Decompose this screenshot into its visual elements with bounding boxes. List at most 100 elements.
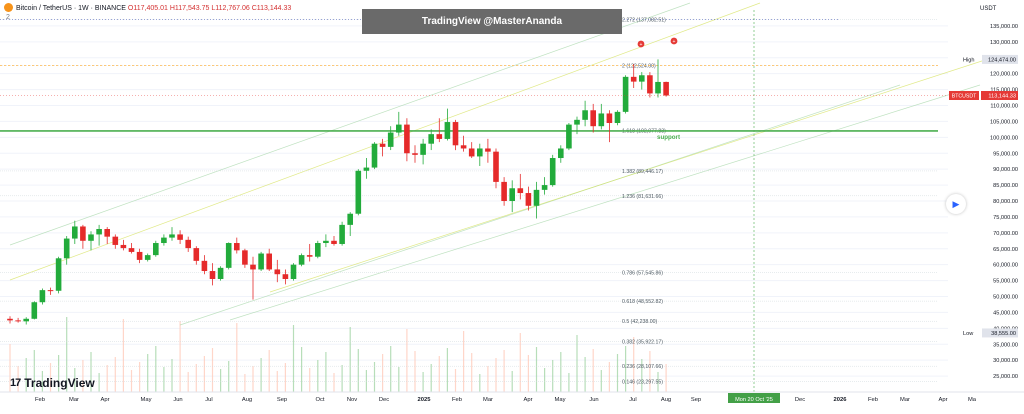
volume-bar <box>49 363 52 392</box>
volume-bar <box>446 348 448 392</box>
crosshair-date-label: Mon 20 Oct '25 <box>735 397 773 403</box>
volume-bar <box>66 317 68 392</box>
volume-bar <box>33 350 35 392</box>
volume-bar <box>390 346 392 392</box>
high-label: High <box>963 57 975 63</box>
high-value: 124,474.00 <box>988 57 1016 63</box>
volume-bar <box>9 344 11 392</box>
y-tick-label: 90,000.00 <box>993 167 1018 173</box>
candle-body <box>509 188 515 201</box>
volume-bar <box>155 346 157 392</box>
candle-body <box>315 243 321 257</box>
volume-bar <box>527 355 529 392</box>
candle-body <box>412 153 418 155</box>
fib-label: 0.786 (57,545.86) <box>622 270 663 276</box>
y-tick-label: 105,000.00 <box>990 119 1018 125</box>
fib-levels: 2.272 (137,082.51)2 (122,524.00)1.618 (1… <box>0 17 938 386</box>
y-tick-label: 25,000.00 <box>993 374 1018 380</box>
x-tick-label: May <box>141 397 152 403</box>
x-tick-label: Jul <box>205 397 212 403</box>
candle-body <box>185 239 191 249</box>
volume-bar <box>479 374 481 392</box>
candle-body <box>639 75 645 82</box>
low-value: 38,555.00 <box>991 331 1016 337</box>
btc-coin-icon <box>4 3 13 12</box>
x-tick-label: May <box>555 397 566 403</box>
volume-bar <box>292 325 295 392</box>
fib-label: 0.146 (23,297.55) <box>622 380 663 386</box>
volume-bar <box>74 368 76 392</box>
volume-bar <box>25 358 27 392</box>
volume-bar <box>641 359 643 392</box>
volume-bar <box>301 347 303 392</box>
x-tick-label: Ma <box>968 397 977 403</box>
annotations: + + <box>0 10 948 392</box>
play-icon[interactable]: ▶ <box>946 194 966 214</box>
candle-body <box>428 134 434 144</box>
candle-body <box>436 134 443 139</box>
y-tick-label: 80,000.00 <box>993 199 1018 205</box>
volume-bar <box>503 350 505 392</box>
candle-body <box>549 158 556 186</box>
candle-body <box>647 75 653 94</box>
channel-line <box>9 2 691 246</box>
x-tick-label: Apr <box>938 397 947 403</box>
candle-body <box>15 320 21 322</box>
candle-body <box>47 290 54 292</box>
candle-body <box>193 248 200 261</box>
candle-body <box>120 244 127 249</box>
x-tick-label: Aug <box>661 397 671 403</box>
fib-label: 1.236 (81,631.66) <box>622 194 663 200</box>
volume-bar <box>430 364 432 392</box>
volume-bar <box>276 371 278 392</box>
volume-bar <box>406 329 408 392</box>
candle-body <box>541 185 548 190</box>
volume-bar <box>422 372 424 392</box>
price-axis[interactable]: 135,000.00130,000.00125,000.00120,000.00… <box>949 24 1018 380</box>
x-tick-label: 2026 <box>834 397 848 403</box>
collapse-count[interactable]: 2 <box>6 14 10 21</box>
volume-bar <box>649 351 651 392</box>
candle-body <box>23 318 29 322</box>
candle-body <box>266 253 272 270</box>
chart-grid <box>0 25 948 377</box>
volume-bar <box>665 364 667 392</box>
candle-body <box>598 113 605 127</box>
candle-body <box>144 255 151 260</box>
volume-bar <box>130 370 133 392</box>
x-tick-label: Oct <box>315 397 324 403</box>
fib-label: 0.5 (42,238.00) <box>622 319 657 325</box>
volume-bar <box>122 319 124 392</box>
volume-bar <box>495 358 497 392</box>
volume-bar <box>139 362 141 392</box>
candle-body <box>217 267 224 279</box>
fib-label: 2 (122,524.00) <box>622 64 656 70</box>
support-label: support <box>657 134 680 141</box>
x-tick-label: Apr <box>523 397 532 403</box>
event-marker <box>637 40 645 48</box>
candle-body <box>169 234 175 238</box>
volume-bar <box>317 360 319 392</box>
time-axis[interactable]: Feb Mar Apr May Jun Jul Aug Sep Oct Nov Dec 2025 Feb… <box>0 391 1024 403</box>
volume-bar <box>187 372 189 392</box>
candle-body <box>258 253 264 270</box>
candle-body <box>323 240 329 244</box>
volume-bar <box>90 352 92 392</box>
candle-body <box>88 234 94 241</box>
candle-body <box>663 81 669 96</box>
candle-body <box>63 238 70 259</box>
candle-body <box>7 318 13 321</box>
volume-bar <box>373 362 376 392</box>
candle-body <box>177 234 183 240</box>
candle-body <box>420 143 426 155</box>
x-tick-label: Mar <box>69 397 79 403</box>
candlesticks <box>7 59 669 325</box>
candle-body <box>347 213 353 225</box>
volume-bar <box>454 369 457 392</box>
symbol-header[interactable]: Bitcoin / TetherUS · 1W · BINANCE O117,4… <box>16 5 291 12</box>
candle-body <box>614 111 621 124</box>
volume-bar <box>568 373 570 392</box>
y-tick-label: 135,000.00 <box>990 24 1018 30</box>
last-price: 113,144.33 <box>988 93 1016 99</box>
